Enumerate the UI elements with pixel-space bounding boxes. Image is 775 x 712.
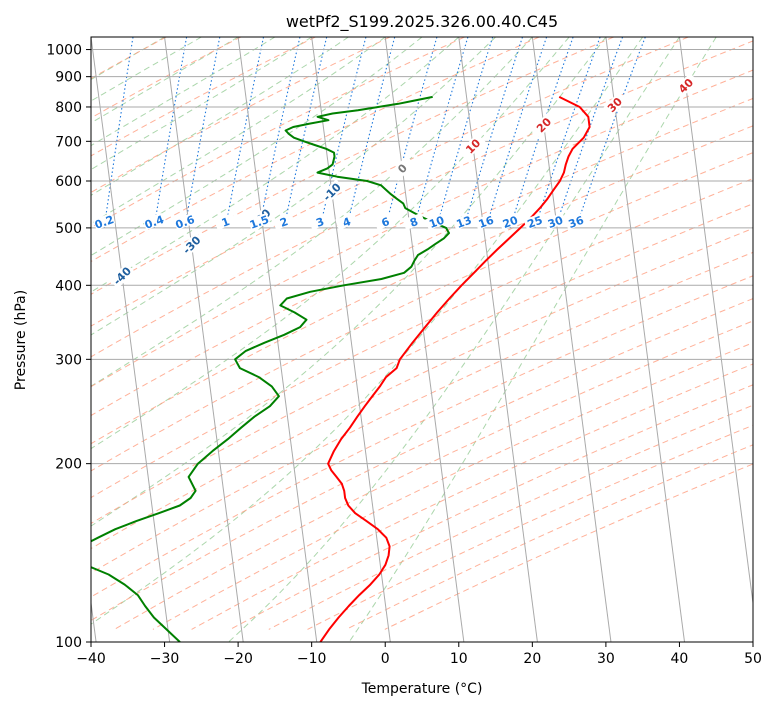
x-tick-label: 0 [381, 651, 390, 667]
plot-background [91, 37, 753, 642]
x-axis-label: Temperature (°C) [361, 681, 483, 697]
y-tick-label: 300 [55, 352, 82, 368]
y-tick-label: 600 [55, 174, 82, 190]
chart-title: wetPf2_S199.2025.326.00.40.C45 [286, 12, 558, 32]
isotherm-line [17, 37, 96, 642]
x-tick-label: 30 [597, 651, 615, 667]
y-tick-label: 500 [55, 221, 82, 237]
y-tick-label: 700 [55, 134, 82, 150]
y-tick-label: 200 [55, 457, 82, 473]
y-tick-label: 100 [55, 635, 82, 651]
x-tick-label: −40 [76, 651, 106, 667]
x-tick-label: −20 [223, 651, 253, 667]
x-tick-label: 40 [671, 651, 689, 667]
isotherm-line [753, 37, 775, 642]
x-tick-label: 10 [450, 651, 468, 667]
mixing-ratio-line [57, 37, 82, 228]
isotherm-label-bg [40, 297, 65, 322]
y-tick-label: 1000 [46, 43, 82, 59]
x-axis: −40 −30 −20 −10 0 10 20 30 40 50 [76, 642, 762, 667]
y-axis-label: Pressure (hPa) [13, 290, 29, 390]
y-tick-label: 400 [55, 278, 82, 294]
y-tick-label: 900 [55, 70, 82, 86]
isotherm-label: -50 [42, 298, 65, 321]
y-tick-label: 800 [55, 100, 82, 116]
x-tick-label: 20 [523, 651, 541, 667]
x-tick-label: −10 [297, 651, 327, 667]
y-axis: 100 200 300 400 500 600 700 800 900 1000 [46, 43, 91, 651]
x-tick-label: 50 [744, 651, 762, 667]
x-tick-label: −30 [150, 651, 180, 667]
